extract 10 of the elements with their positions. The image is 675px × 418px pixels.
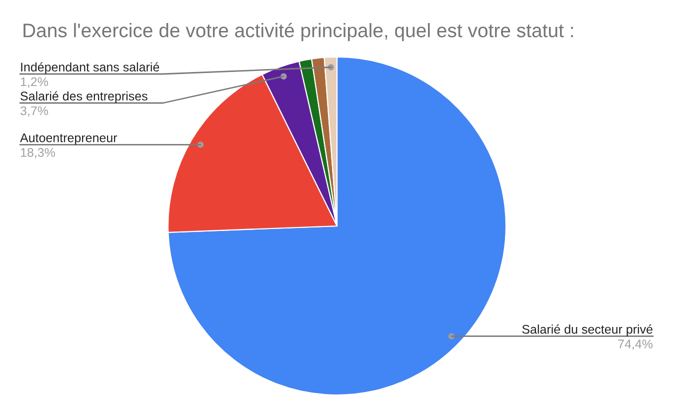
chart-title: Dans l'exercice de votre activité principale, quel est votre statut : bbox=[24, 22, 573, 42]
slice-label: Indépendant sans salarié bbox=[21, 62, 160, 74]
slice-label: Salarié du secteur privé bbox=[522, 324, 652, 336]
slice-label: Salarié des entreprises bbox=[20, 91, 148, 103]
data-label: 74,4% bbox=[618, 340, 653, 350]
data-label: 18,3% bbox=[20, 148, 55, 158]
data-label: 1,2% bbox=[20, 77, 48, 88]
pie-slice bbox=[168, 56, 507, 396]
data-label: 3,7% bbox=[20, 106, 48, 117]
slice-label: Autoentrepreneur bbox=[20, 134, 118, 145]
